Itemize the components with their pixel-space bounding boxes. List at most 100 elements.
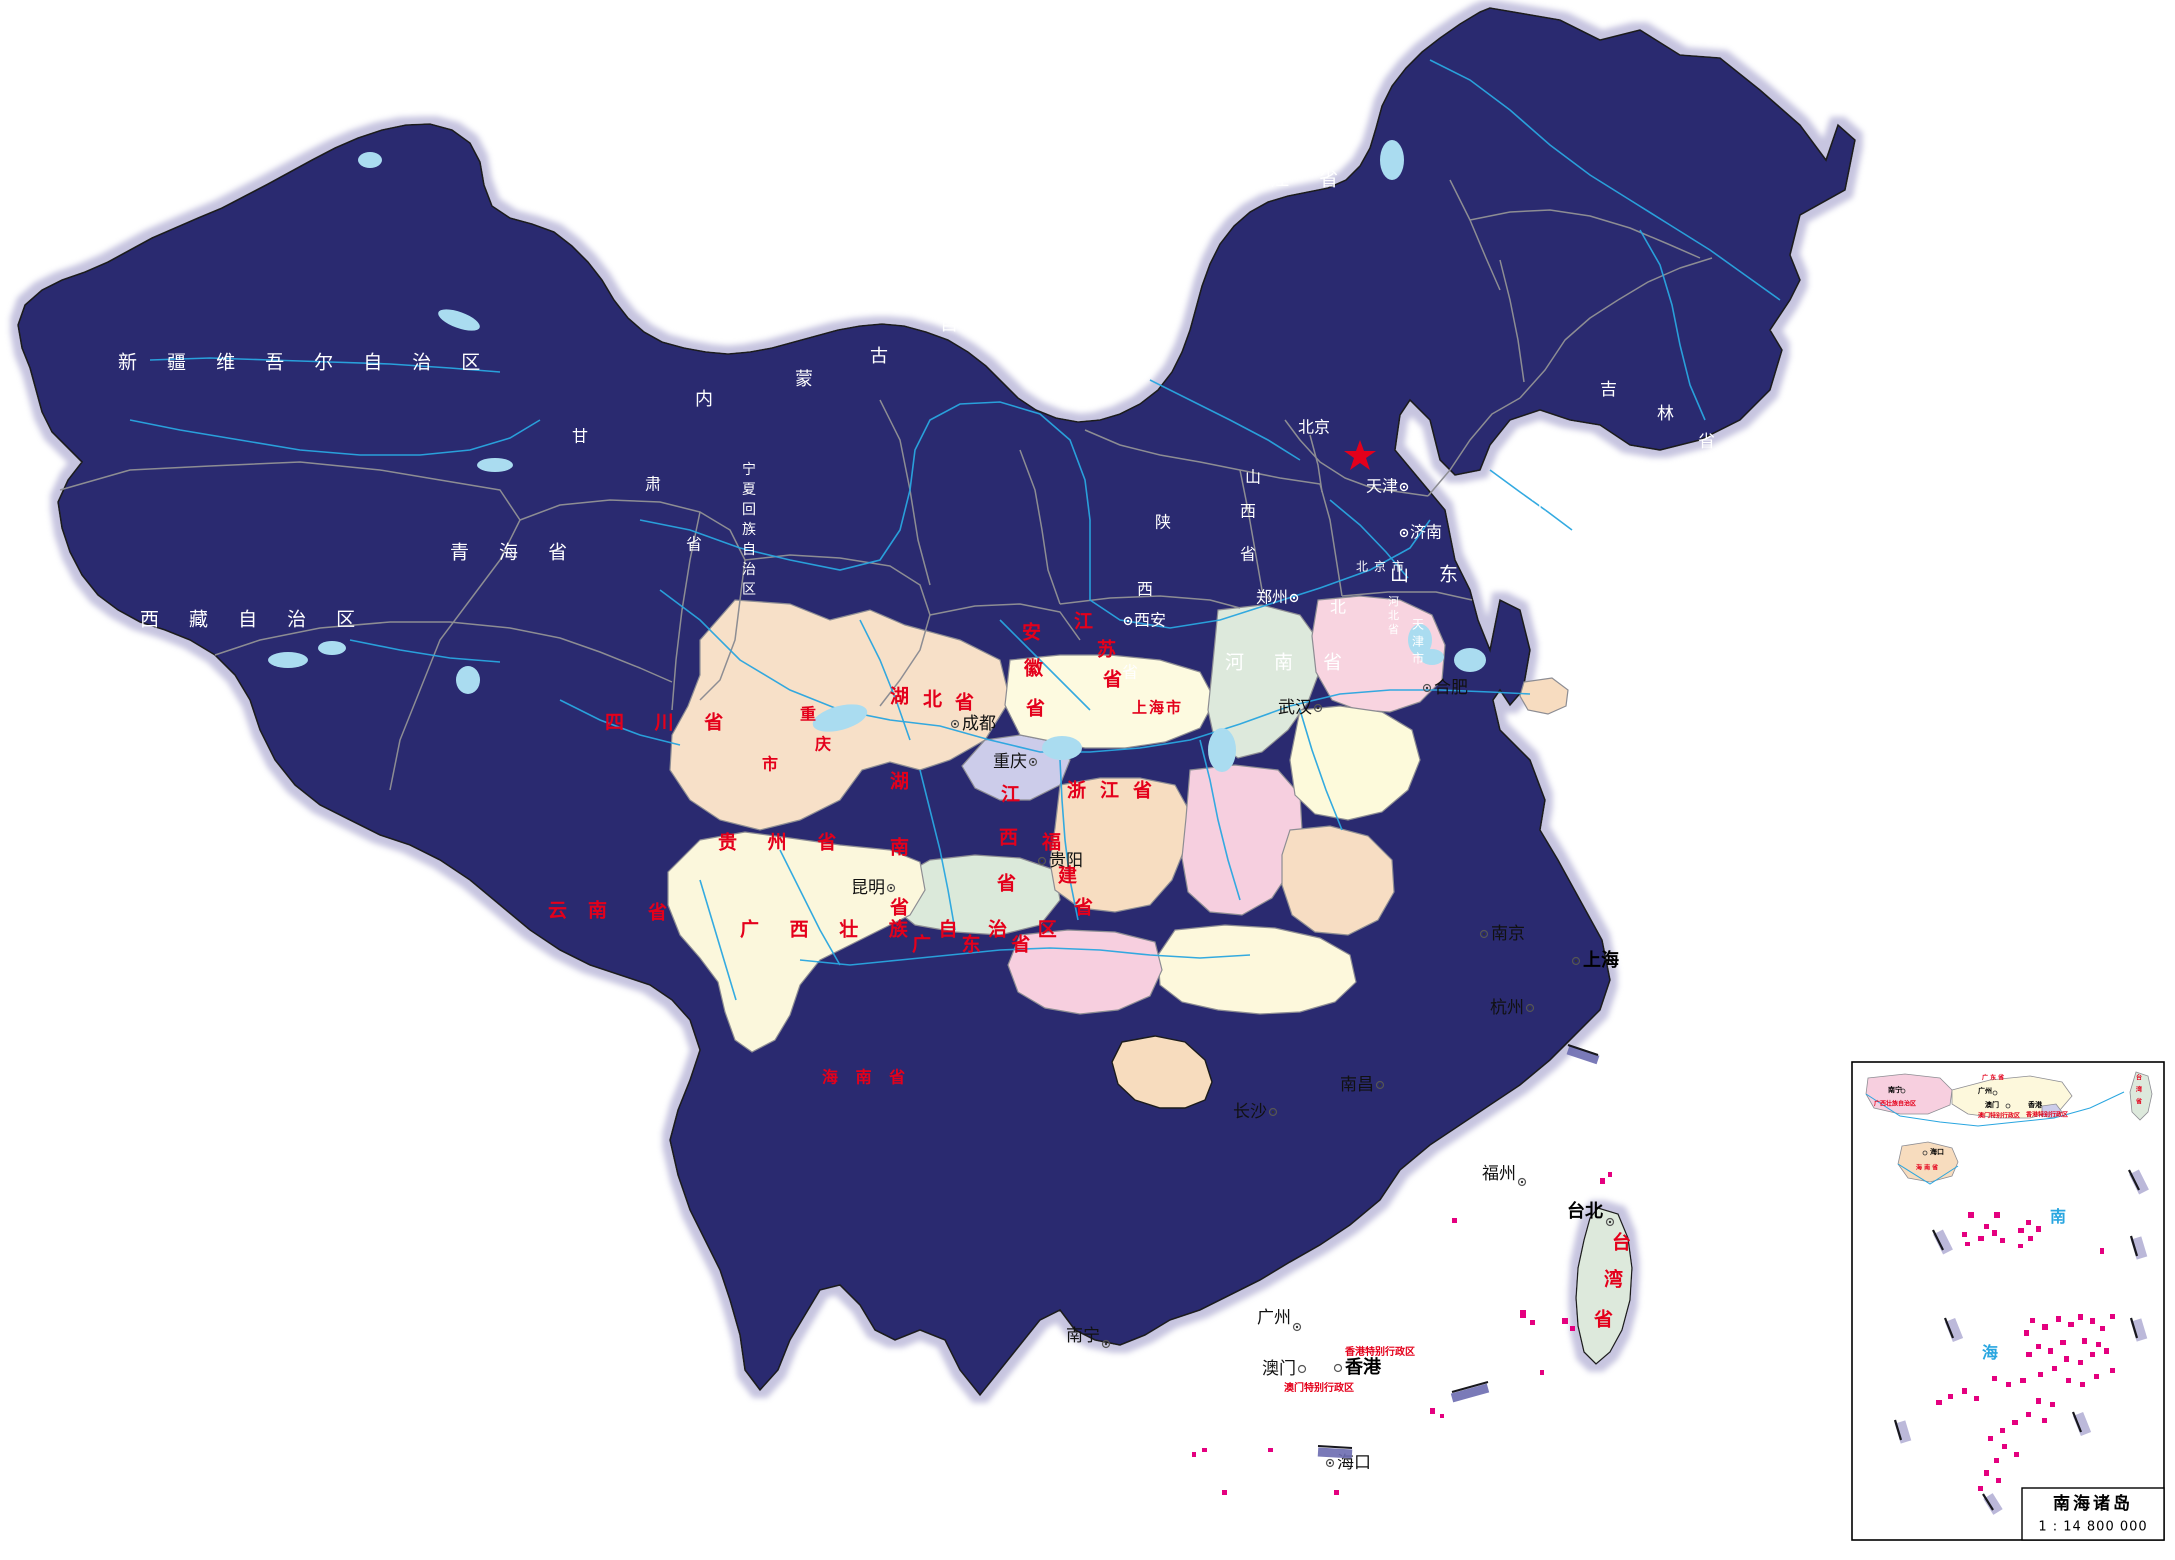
province-label-taiwan-3: 省 <box>1593 1309 1613 1331</box>
provincial-boundaries <box>59 179 1713 791</box>
province-label-chongqing-3: 市 <box>762 755 778 774</box>
inset-sea-label-nan: 南 <box>2050 1207 2066 1226</box>
province-label-neimenggu-2: 蒙 <box>795 369 813 390</box>
inset-coastline <box>1865 1091 2125 1185</box>
city-label-zhengzhou: 郑州 <box>1256 588 1288 607</box>
city-macau[interactable]: 澳门 澳门特别行政区 <box>1262 1359 1354 1394</box>
province-label-tianjin-1: 天 <box>1412 618 1424 632</box>
province-label-qinghai: 青 海 省 <box>450 542 579 564</box>
city-taipei[interactable]: 台北 <box>1567 1200 1615 1227</box>
city-kunming[interactable]: 昆明 <box>851 878 896 898</box>
province-label-gansu-3: 省 <box>686 535 702 554</box>
lake-hongze <box>1408 624 1432 656</box>
lake-jingpo <box>438 309 480 331</box>
province-label-shanghai-2: 海 <box>1149 699 1164 717</box>
province-label-hebei-2: 河 <box>1388 595 1399 608</box>
province-label-hubei-1: 湖 <box>890 686 909 708</box>
sar-label-macau: 澳门特别行政区 <box>1284 1381 1354 1394</box>
province-label-jilin-1: 吉 <box>1600 380 1617 400</box>
inset-sea-label-hai: 海 <box>1982 1343 1998 1362</box>
province-label-fujian-1: 福 <box>1041 831 1061 854</box>
river-pearl <box>799 947 1251 966</box>
city-label-wuhan: 武汉 <box>1278 698 1312 718</box>
river-yangtze <box>659 589 1531 753</box>
city-chengdu[interactable]: 成都 <box>950 714 997 734</box>
city-hangzhou[interactable]: 杭州 <box>1490 998 1535 1018</box>
province-label-chongqing-2: 庆 <box>814 735 831 754</box>
province-label-ningxia-3: 回 <box>742 502 756 518</box>
inset-city-macau: 澳门 <box>1985 1100 1999 1109</box>
province-label-xizang: 西 藏 自 治 区 <box>140 609 367 631</box>
province-label-zhejiang-2: 江 <box>1100 780 1119 802</box>
city-shanghai[interactable]: 上海 <box>1571 949 1620 971</box>
province-guangxi <box>1007 929 1163 1015</box>
province-label-ningxia-2: 夏 <box>742 482 756 498</box>
sar-label-hongkong: 香港特别行政区 <box>1345 1345 1415 1358</box>
hainan-island <box>1111 1035 1213 1109</box>
province-label-fujian-2: 建 <box>1058 864 1077 887</box>
province-label-jiangsu-3: 省 <box>1102 669 1122 691</box>
province-anhui <box>1207 604 1321 759</box>
city-hongkong[interactable]: 香港 香港特别行政区 <box>1333 1345 1416 1378</box>
province-label-yunnan-2: 南 <box>588 900 607 922</box>
lake-dongting <box>1042 736 1082 760</box>
city-jinan[interactable]: 济南 <box>1399 523 1443 542</box>
city-layer[interactable]: 北 京 天津 济南 郑州 西安 成都 重庆 贵阳 <box>851 418 1619 1474</box>
city-label-fuzhou: 福州 <box>1482 1164 1516 1184</box>
province-label-shanxi-3: 省 <box>1240 545 1256 564</box>
province-label-taiwan-2: 湾 <box>1604 1268 1623 1291</box>
city-tianjin[interactable]: 天津 <box>1366 477 1409 496</box>
city-nanjing[interactable]: 南京 <box>1479 924 1526 944</box>
city-label-chongqing: 重庆 <box>993 752 1027 772</box>
lake-tibet1 <box>268 652 308 668</box>
province-label-hebei-3: 北 <box>1388 609 1399 622</box>
province-label-tianjin-2: 津 <box>1412 635 1424 649</box>
province-label-anhui-2: 徽 <box>1023 657 1044 680</box>
province-label-chongqing-1: 重 <box>800 705 816 724</box>
province-shanghai <box>1519 677 1569 715</box>
province-label-ningxia-1: 宁 <box>742 461 756 478</box>
city-guangzhou[interactable]: 广州 <box>1257 1308 1302 1332</box>
nine-dash-line-main <box>1317 1045 1600 1459</box>
inset-nine-dash-edge <box>1893 1169 2140 1511</box>
province-yunnan <box>667 831 926 1053</box>
province-label-ningxia-5: 自 <box>742 542 756 558</box>
city-fuzhou[interactable]: 福州 <box>1482 1164 1527 1187</box>
province-label-guangdong: 广 东 省 <box>912 933 1042 956</box>
city-nanchang[interactable]: 南昌 <box>1340 1075 1385 1095</box>
province-label-fujian-3: 省 <box>1073 897 1093 919</box>
province-label-shaanxi-3: 省 <box>1122 663 1138 682</box>
city-xian[interactable]: 西安 <box>1123 611 1167 630</box>
province-label-beijing-city-2: 京 <box>1374 560 1386 574</box>
city-label-xian: 西安 <box>1134 611 1166 630</box>
inset-city-guangzhou: 广州 <box>1978 1086 1992 1095</box>
city-label-nanchang: 南昌 <box>1340 1075 1374 1095</box>
province-label-jiangsu-1: 江 <box>1074 611 1093 633</box>
city-nanning[interactable]: 南宁 <box>1066 1326 1111 1349</box>
lake-namco <box>358 152 382 168</box>
city-label-shanghai: 上海 <box>1583 949 1619 971</box>
city-label-macau: 澳门 <box>1262 1359 1296 1379</box>
city-hefei[interactable]: 合肥 <box>1422 678 1469 698</box>
province-label-jiangsu-2: 苏 <box>1097 638 1116 661</box>
province-label-neimenggu-4: 自 <box>940 314 958 335</box>
province-label-neimenggu-3: 古 <box>870 346 888 367</box>
capital-star-beijing[interactable] <box>1344 440 1376 470</box>
city-label-chengdu: 成都 <box>962 714 996 734</box>
province-label-taiwan-1: 台 <box>1612 1231 1631 1254</box>
inset-south-china-sea[interactable]: 南宁 广西壮族自治区 广 东 省 广州 澳门 香港 澳门特别行政区 香港特别行政… <box>1851 1061 2165 1541</box>
province-label-jilin-2: 林 <box>1657 404 1674 424</box>
city-label-guiyang: 贵阳 <box>1049 851 1083 871</box>
province-label-ningxia-4: 族 <box>742 522 756 538</box>
city-changsha[interactable]: 长沙 <box>1233 1102 1278 1122</box>
city-guiyang[interactable]: 贵阳 <box>1037 851 1084 871</box>
city-chongqing[interactable]: 重庆 <box>993 752 1038 772</box>
city-zhengzhou[interactable]: 郑州 <box>1256 588 1299 607</box>
city-wuhan[interactable]: 武汉 <box>1278 698 1323 718</box>
lakes <box>268 140 1486 772</box>
lake-hulun <box>1380 140 1404 180</box>
river-songhua <box>1639 229 1706 421</box>
province-label-hunan-1: 湖 <box>890 771 909 793</box>
